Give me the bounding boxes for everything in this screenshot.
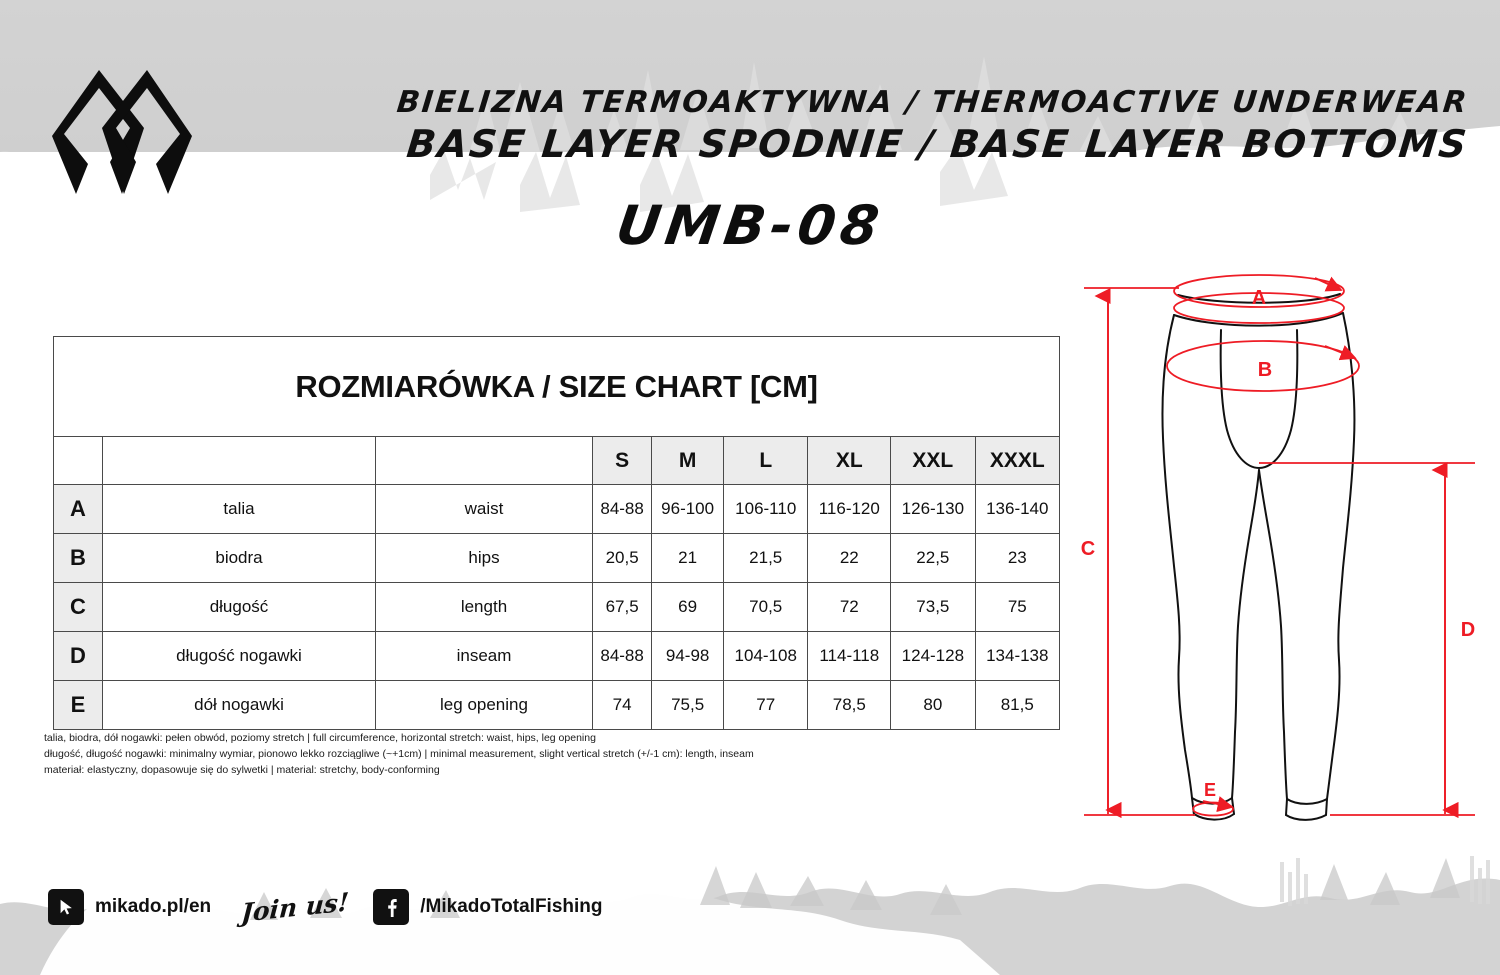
size-chart-table-wrapper: ROZMIARÓWKA / SIZE CHART [CM] S M L XL X… — [53, 336, 1061, 730]
row-label-en-e: leg opening — [375, 680, 593, 730]
row-label-en-b: hips — [375, 533, 593, 583]
table-row: A talia waist 84-88 96-100 106-110 116-1… — [53, 484, 1061, 534]
cell-b-xxxl: 23 — [974, 533, 1061, 583]
label-a: A — [1252, 287, 1266, 309]
cell-d-m: 94-98 — [651, 631, 725, 681]
cell-c-m: 69 — [651, 582, 725, 632]
size-column-header-xl: XL — [807, 436, 892, 485]
technical-drawing-bottoms: A B C D E — [1081, 274, 1475, 821]
cell-c-xxxl: 75 — [974, 582, 1061, 632]
label-b: B — [1258, 359, 1272, 381]
cell-c-xl: 72 — [807, 582, 892, 632]
label-e: E — [1204, 780, 1216, 800]
size-chart-table: ROZMIARÓWKA / SIZE CHART [CM] S M L XL X… — [53, 336, 1061, 730]
cell-b-xl: 22 — [807, 533, 892, 583]
cell-d-xl: 114-118 — [807, 631, 892, 681]
facebook-page[interactable]: /MikadoTotalFishing — [420, 896, 603, 917]
header-title-block: BIELIZNA TERMOAKTYWNA / THERMOACTIVE UND… — [395, 85, 1471, 166]
size-column-header-l: L — [723, 436, 809, 485]
row-letter-e: E — [53, 680, 103, 730]
size-chart-title: ROZMIARÓWKA / SIZE CHART [CM] — [53, 336, 1060, 437]
row-label-pl-a: talia — [102, 484, 376, 534]
size-column-header-s: S — [591, 436, 653, 485]
page-footer: mikado.pl/en Join us! /MikadoTotalFishin… — [48, 884, 603, 930]
measurement-footnotes: talia, biodra, dół nogawki: pełen obwód,… — [44, 731, 754, 779]
cell-c-l: 70,5 — [723, 582, 809, 632]
row-label-pl-b: biodra — [102, 533, 376, 583]
cell-a-s: 84-88 — [591, 484, 653, 534]
cell-e-s: 74 — [591, 680, 653, 730]
row-label-en-a: waist — [375, 484, 593, 534]
a-waist-ellipse-lower — [1173, 292, 1345, 324]
label-c: C — [1081, 538, 1095, 560]
facebook-icon[interactable] — [373, 889, 410, 925]
page-header: BIELIZNA TERMOAKTYWNA / THERMOACTIVE UND… — [0, 0, 1500, 270]
header-blank-pl — [102, 436, 376, 485]
cell-a-l: 106-110 — [723, 484, 809, 534]
row-letter-d: D — [53, 631, 103, 681]
cursor-icon[interactable] — [48, 889, 84, 925]
row-letter-b: B — [53, 533, 103, 583]
website-url[interactable]: mikado.pl/en — [95, 896, 212, 917]
cell-d-s: 84-88 — [591, 631, 653, 681]
cell-a-m: 96-100 — [651, 484, 725, 534]
header-blank-en — [375, 436, 593, 485]
a-waist-ellipse — [1173, 274, 1345, 308]
cell-b-xxl: 22,5 — [890, 533, 976, 583]
header-blank-letter — [53, 436, 103, 485]
row-label-en-c: length — [375, 582, 593, 632]
size-column-header-xxl: XXL — [890, 436, 976, 485]
cell-a-xxxl: 136-140 — [974, 484, 1061, 534]
label-d: D — [1461, 619, 1475, 641]
footnote-line-1: talia, biodra, dół nogawki: pełen obwód,… — [44, 732, 596, 744]
cell-b-m: 21 — [651, 533, 725, 583]
cell-b-l: 21,5 — [723, 533, 809, 583]
cell-d-xxxl: 134-138 — [974, 631, 1061, 681]
a-arrow — [1314, 276, 1343, 292]
footnote-line-3: materiał: elastyczny, dopasowuje się do … — [44, 763, 440, 776]
dimension-lines — [1084, 274, 1475, 819]
cell-d-l: 104-108 — [723, 631, 809, 681]
row-letter-a: A — [53, 484, 103, 534]
row-label-pl-d: długość nogawki — [102, 631, 376, 681]
cell-e-l: 77 — [723, 680, 809, 730]
cell-c-xxl: 73,5 — [890, 582, 976, 632]
row-label-pl-c: długość — [102, 582, 376, 632]
cell-d-xxl: 124-128 — [890, 631, 976, 681]
cell-e-xxl: 80 — [890, 680, 976, 730]
product-model-code: UMB-08 — [612, 194, 888, 257]
cell-c-s: 67,5 — [591, 582, 653, 632]
table-row: E dół nogawki leg opening 74 75,5 77 78,… — [53, 680, 1061, 730]
size-header-row: S M L XL XXL XXXL — [53, 436, 1061, 485]
b-hips-ellipse — [1166, 340, 1360, 392]
header-title-line-2: BASE LAYER SPODNIE / BASE LAYER BOTTOMS — [404, 122, 1471, 166]
size-column-header-m: M — [651, 436, 725, 485]
e-arrow — [1202, 796, 1234, 813]
row-letter-c: C — [53, 582, 103, 632]
row-label-en-d: inseam — [375, 631, 593, 681]
size-column-header-xxxl: XXXL — [974, 436, 1061, 485]
cell-e-xxxl: 81,5 — [974, 680, 1061, 730]
cell-a-xl: 116-120 — [807, 484, 892, 534]
dimension-labels: A B C D E — [1081, 287, 1475, 800]
table-row: D długość nogawki inseam 84-88 94-98 104… — [53, 631, 1061, 681]
join-us-script: Join us! — [240, 886, 350, 928]
b-arrow — [1324, 345, 1357, 361]
cell-b-s: 20,5 — [591, 533, 653, 583]
footnote-line-2: długość, długość nogawki: minimalny wymi… — [44, 747, 754, 760]
table-row: B biodra hips 20,5 21 21,5 22 22,5 23 — [53, 533, 1061, 583]
mikado-logo — [52, 70, 192, 194]
cell-a-xxl: 126-130 — [890, 484, 976, 534]
header-title-line-1: BIELIZNA TERMOAKTYWNA / THERMOACTIVE UND… — [395, 85, 1470, 120]
row-label-pl-e: dół nogawki — [102, 680, 376, 730]
table-title-row: ROZMIARÓWKA / SIZE CHART [CM] — [53, 336, 1060, 437]
cell-e-xl: 78,5 — [807, 680, 892, 730]
cell-e-m: 75,5 — [651, 680, 725, 730]
table-row: C długość length 67,5 69 70,5 72 73,5 75 — [53, 582, 1061, 632]
